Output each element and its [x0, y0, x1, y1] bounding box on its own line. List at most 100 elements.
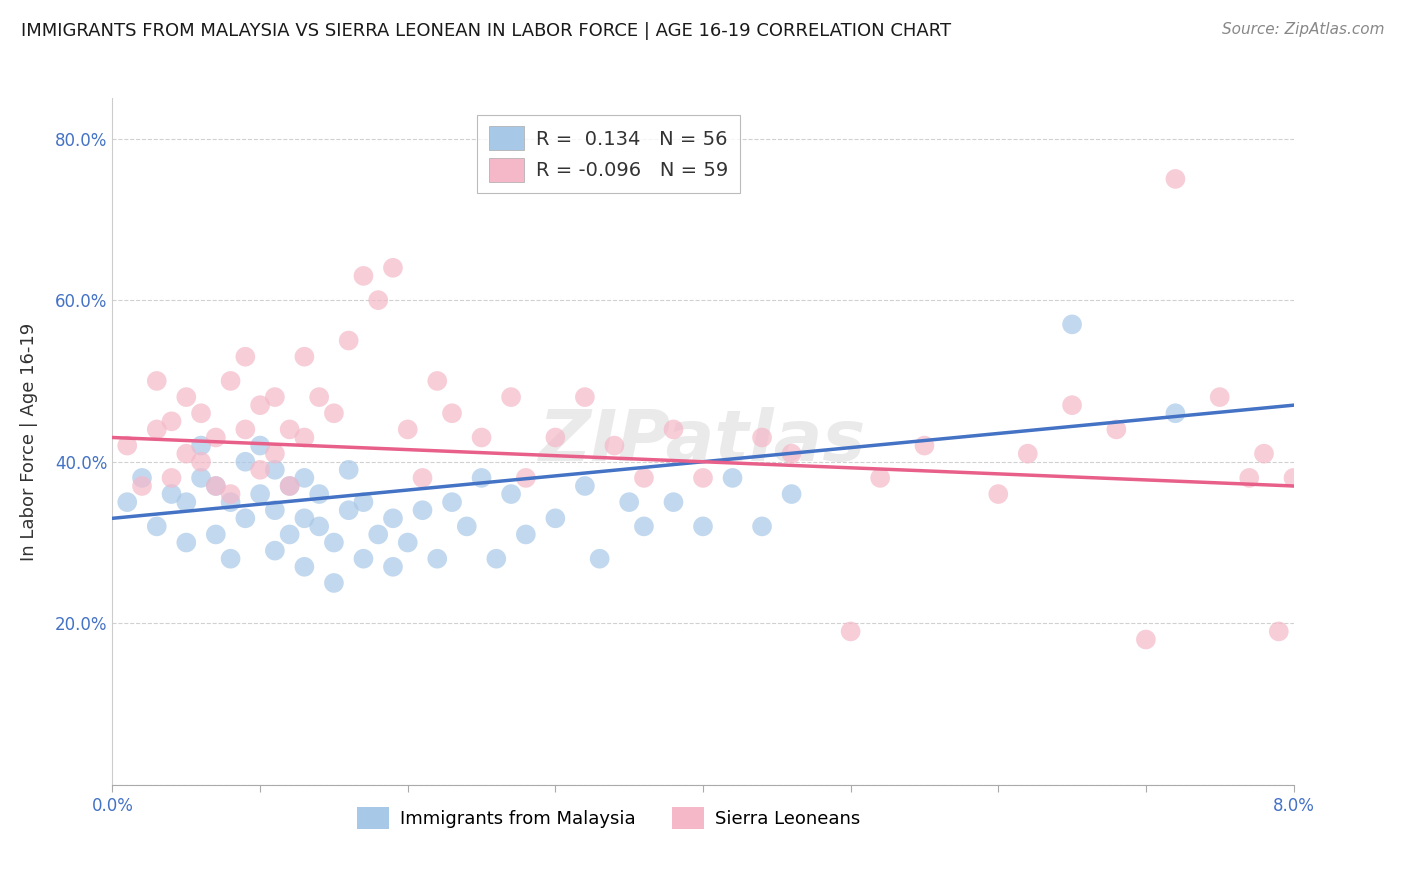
- Point: [396, 422, 419, 436]
- Point: [1017, 447, 1039, 461]
- Point: [131, 479, 153, 493]
- Point: [780, 447, 803, 461]
- Point: [1253, 447, 1275, 461]
- Point: [278, 422, 301, 436]
- Point: [588, 551, 610, 566]
- Point: [619, 495, 641, 509]
- Point: [233, 511, 256, 525]
- Point: [662, 422, 685, 436]
- Point: [249, 439, 271, 453]
- Point: [160, 487, 183, 501]
- Point: [264, 543, 287, 558]
- Point: [292, 559, 315, 574]
- Point: [219, 487, 242, 501]
- Point: [190, 471, 212, 485]
- Point: [471, 430, 494, 444]
- Point: [382, 260, 405, 275]
- Point: [914, 439, 936, 453]
- Point: [367, 527, 389, 541]
- Point: [219, 374, 242, 388]
- Point: [839, 624, 862, 639]
- Point: [264, 463, 287, 477]
- Point: [515, 527, 537, 541]
- Point: [633, 471, 655, 485]
- Point: [382, 511, 405, 525]
- Point: [264, 390, 287, 404]
- Point: [190, 439, 212, 453]
- Point: [441, 495, 464, 509]
- Point: [426, 551, 449, 566]
- Point: [292, 430, 315, 444]
- Point: [219, 551, 242, 566]
- Point: [352, 495, 374, 509]
- Point: [278, 527, 301, 541]
- Point: [117, 439, 138, 453]
- Point: [412, 503, 434, 517]
- Point: [219, 495, 242, 509]
- Point: [471, 471, 494, 485]
- Point: [233, 422, 256, 436]
- Point: [174, 535, 197, 549]
- Point: [323, 406, 346, 420]
- Point: [721, 471, 744, 485]
- Point: [174, 390, 197, 404]
- Point: [501, 390, 523, 404]
- Point: [174, 495, 197, 509]
- Point: [1062, 318, 1084, 332]
- Point: [292, 471, 315, 485]
- Point: [456, 519, 478, 533]
- Point: [323, 535, 346, 549]
- Point: [146, 374, 169, 388]
- Point: [515, 471, 537, 485]
- Point: [233, 455, 256, 469]
- Point: [544, 511, 567, 525]
- Point: [308, 487, 330, 501]
- Point: [987, 487, 1010, 501]
- Point: [1164, 172, 1187, 186]
- Point: [190, 406, 212, 420]
- Point: [692, 471, 714, 485]
- Point: [869, 471, 891, 485]
- Point: [205, 527, 228, 541]
- Legend: Immigrants from Malaysia, Sierra Leoneans: Immigrants from Malaysia, Sierra Leonean…: [347, 797, 869, 838]
- Point: [146, 422, 169, 436]
- Text: Source: ZipAtlas.com: Source: ZipAtlas.com: [1222, 22, 1385, 37]
- Point: [1268, 624, 1291, 639]
- Point: [1164, 406, 1187, 420]
- Point: [633, 519, 655, 533]
- Point: [382, 559, 405, 574]
- Point: [205, 479, 228, 493]
- Point: [662, 495, 685, 509]
- Point: [412, 471, 434, 485]
- Point: [352, 268, 374, 283]
- Point: [441, 406, 464, 420]
- Point: [501, 487, 523, 501]
- Point: [278, 479, 301, 493]
- Point: [278, 479, 301, 493]
- Point: [264, 503, 287, 517]
- Point: [544, 430, 567, 444]
- Point: [603, 439, 626, 453]
- Point: [308, 390, 330, 404]
- Point: [264, 447, 287, 461]
- Point: [160, 414, 183, 428]
- Point: [292, 511, 315, 525]
- Point: [233, 350, 256, 364]
- Point: [485, 551, 508, 566]
- Point: [1282, 471, 1305, 485]
- Text: ZIPatlas: ZIPatlas: [540, 407, 866, 476]
- Point: [352, 551, 374, 566]
- Point: [174, 447, 197, 461]
- Point: [337, 334, 360, 348]
- Point: [1105, 422, 1128, 436]
- Point: [190, 455, 212, 469]
- Point: [1208, 390, 1232, 404]
- Point: [1135, 632, 1157, 647]
- Point: [1239, 471, 1261, 485]
- Point: [337, 463, 360, 477]
- Point: [574, 479, 596, 493]
- Point: [131, 471, 153, 485]
- Point: [308, 519, 330, 533]
- Point: [574, 390, 596, 404]
- Point: [396, 535, 419, 549]
